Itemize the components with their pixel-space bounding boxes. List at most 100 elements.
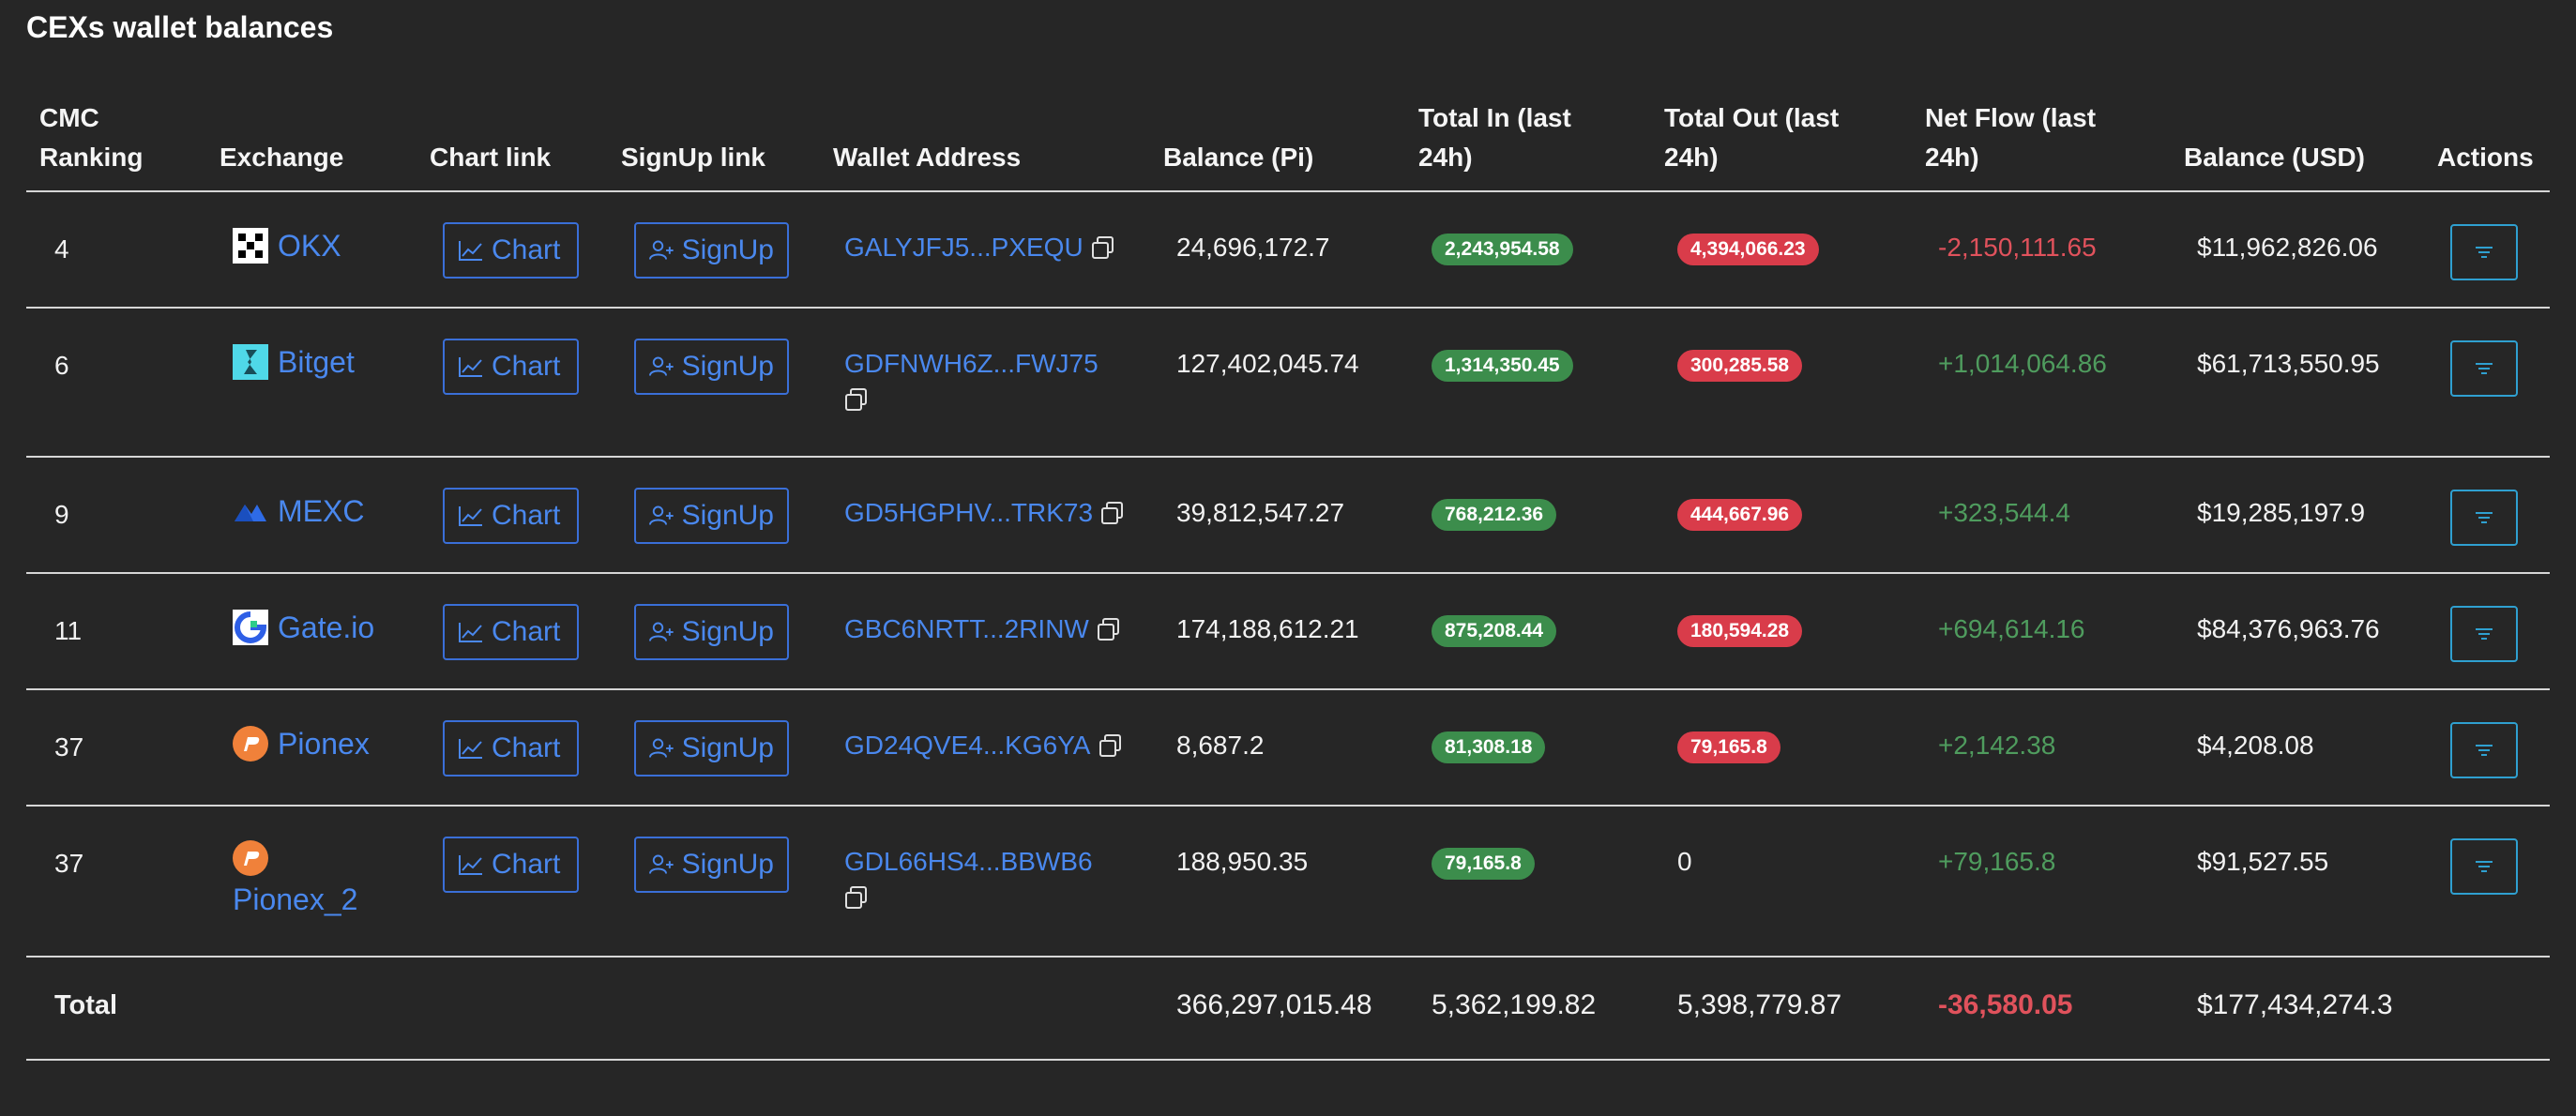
- chart-line-icon: [459, 739, 482, 759]
- actions-button[interactable]: [2450, 838, 2518, 895]
- rank-cell: 37: [54, 849, 84, 878]
- total-in-badge: 79,165.8: [1432, 848, 1535, 880]
- exchange-link[interactable]: Pionex_2: [233, 840, 357, 919]
- rank-cell: 6: [54, 351, 69, 380]
- exchange-name: MEXC: [278, 494, 365, 528]
- chart-button[interactable]: Chart: [443, 720, 579, 777]
- exchange-name: Bitget: [278, 345, 355, 379]
- filter-icon: [2476, 247, 2493, 258]
- total-net-flow: -36,580.05: [1938, 989, 2073, 1020]
- actions-button[interactable]: [2450, 606, 2518, 662]
- copy-icon[interactable]: [844, 885, 869, 910]
- chart-line-icon: [459, 855, 482, 875]
- header-rank[interactable]: CMC Ranking: [39, 103, 144, 172]
- exchange-link[interactable]: Pionex: [233, 724, 370, 763]
- wallet-address-link[interactable]: GD24QVE4...KG6YA: [844, 726, 1123, 765]
- chart-line-icon: [459, 506, 482, 526]
- copy-icon[interactable]: [844, 387, 869, 412]
- total-balance-usd: $177,434,274.3: [2197, 989, 2393, 1020]
- balance-usd-cell: $19,285,197.9: [2197, 498, 2366, 527]
- exchange-name: Pionex: [278, 727, 370, 761]
- header-actions: Actions: [2437, 143, 2534, 172]
- pionex-logo-icon: [233, 840, 268, 876]
- signup-button[interactable]: SignUp: [634, 222, 789, 279]
- wallet-address-link[interactable]: GDFNWH6Z...FWJ75: [844, 344, 1099, 412]
- filter-icon: [2476, 628, 2493, 640]
- signup-button[interactable]: SignUp: [634, 604, 789, 660]
- exchange-name: Gate.io: [278, 611, 375, 644]
- header-chart-link[interactable]: Chart link: [430, 143, 552, 172]
- total-out-badge: 180,594.28: [1677, 615, 1803, 647]
- total-row: Total 366,297,015.48 5,362,199.82 5,398,…: [26, 958, 2550, 1061]
- header-signup-link[interactable]: SignUp link: [621, 143, 765, 172]
- balance-pi-cell: 39,812,547.27: [1176, 498, 1345, 527]
- table-row: 37 Pionex Chart SignUp GD24QVE4...KG6YA …: [26, 690, 2550, 807]
- okx-logo-icon: [233, 228, 268, 264]
- header-net-flow[interactable]: Net Flow (last 24h): [1925, 103, 2097, 172]
- wallet-address-link[interactable]: GBC6NRTT...2RINW: [844, 610, 1121, 649]
- exchange-link[interactable]: Bitget: [233, 342, 355, 382]
- table-row: 11 Gate.io Chart SignUp GBC6NRTT...2RINW…: [26, 574, 2550, 690]
- total-out-badge: 444,667.96: [1677, 499, 1803, 531]
- header-wallet-address[interactable]: Wallet Address: [833, 143, 1022, 172]
- copy-icon[interactable]: [1099, 733, 1123, 758]
- wallet-balances-table: CMC Ranking Exchange Chart link SignUp l…: [26, 90, 2550, 1061]
- chart-button[interactable]: Chart: [443, 339, 579, 395]
- wallet-address-link[interactable]: GDL66HS4...BBWB6: [844, 842, 1093, 910]
- filter-icon: [2476, 363, 2493, 374]
- chart-button[interactable]: Chart: [443, 488, 579, 544]
- user-plus-icon: [649, 622, 674, 641]
- exchange-link[interactable]: MEXC: [233, 491, 364, 531]
- chart-button[interactable]: Chart: [443, 604, 579, 660]
- total-in-badge: 81,308.18: [1432, 731, 1546, 763]
- total-out-badge: 4,394,066.23: [1677, 234, 1819, 265]
- balance-usd-cell: $84,376,963.76: [2197, 614, 2380, 643]
- signup-button[interactable]: SignUp: [634, 837, 789, 893]
- balance-usd-cell: $91,527.55: [2197, 847, 2329, 876]
- wallet-address-link[interactable]: GD5HGPHV...TRK73: [844, 493, 1125, 533]
- exchange-link[interactable]: Gate.io: [233, 608, 374, 647]
- filter-icon: [2476, 745, 2493, 756]
- total-in-badge: 1,314,350.45: [1432, 350, 1573, 382]
- table-row: 9 MEXC Chart SignUp GD5HGPHV...TRK73 39,…: [26, 458, 2550, 574]
- copy-icon[interactable]: [1097, 617, 1121, 641]
- header-balance-pi[interactable]: Balance (Pi): [1163, 143, 1314, 172]
- actions-button[interactable]: [2450, 224, 2518, 280]
- exchange-link[interactable]: OKX: [233, 226, 341, 265]
- header-total-in[interactable]: Total In (last 24h): [1418, 103, 1571, 172]
- header-balance-usd[interactable]: Balance (USD): [2184, 143, 2365, 172]
- copy-icon[interactable]: [1100, 501, 1125, 525]
- actions-button[interactable]: [2450, 340, 2518, 397]
- balance-usd-cell: $61,713,550.95: [2197, 349, 2380, 378]
- signup-button[interactable]: SignUp: [634, 720, 789, 777]
- user-plus-icon: [649, 505, 674, 525]
- balance-pi-cell: 174,188,612.21: [1176, 614, 1359, 643]
- actions-button[interactable]: [2450, 490, 2518, 546]
- table-row: 4 OKX Chart SignUp GALYJFJ5...PXEQU 24,6…: [26, 192, 2550, 309]
- chart-line-icon: [459, 241, 482, 261]
- chart-button[interactable]: Chart: [443, 222, 579, 279]
- header-exchange[interactable]: Exchange: [220, 143, 344, 172]
- actions-button[interactable]: [2450, 722, 2518, 778]
- signup-button[interactable]: SignUp: [634, 488, 789, 544]
- total-in-sum: 5,362,199.82: [1432, 989, 1597, 1020]
- mexc-logo-icon: [233, 493, 268, 529]
- wallet-address-link[interactable]: GALYJFJ5...PXEQU: [844, 228, 1115, 267]
- total-label: Total: [54, 990, 118, 1020]
- rank-cell: 37: [54, 732, 84, 762]
- copy-icon[interactable]: [1091, 235, 1115, 260]
- total-out-cell: 0: [1677, 847, 1692, 876]
- user-plus-icon: [649, 240, 674, 260]
- user-plus-icon: [649, 854, 674, 874]
- net-flow-cell: +694,614.16: [1938, 614, 2085, 643]
- balance-pi-cell: 188,950.35: [1176, 847, 1309, 876]
- chart-button[interactable]: Chart: [443, 837, 579, 893]
- balance-usd-cell: $11,962,826.06: [2197, 233, 2378, 262]
- balance-pi-cell: 24,696,172.7: [1176, 233, 1330, 262]
- net-flow-cell: +2,142.38: [1938, 731, 2056, 760]
- header-total-out[interactable]: Total Out (last 24h): [1664, 103, 1840, 172]
- exchange-name: Pionex_2: [233, 882, 358, 916]
- signup-button[interactable]: SignUp: [634, 339, 789, 395]
- total-out-badge: 79,165.8: [1677, 731, 1780, 763]
- total-in-badge: 768,212.36: [1432, 499, 1557, 531]
